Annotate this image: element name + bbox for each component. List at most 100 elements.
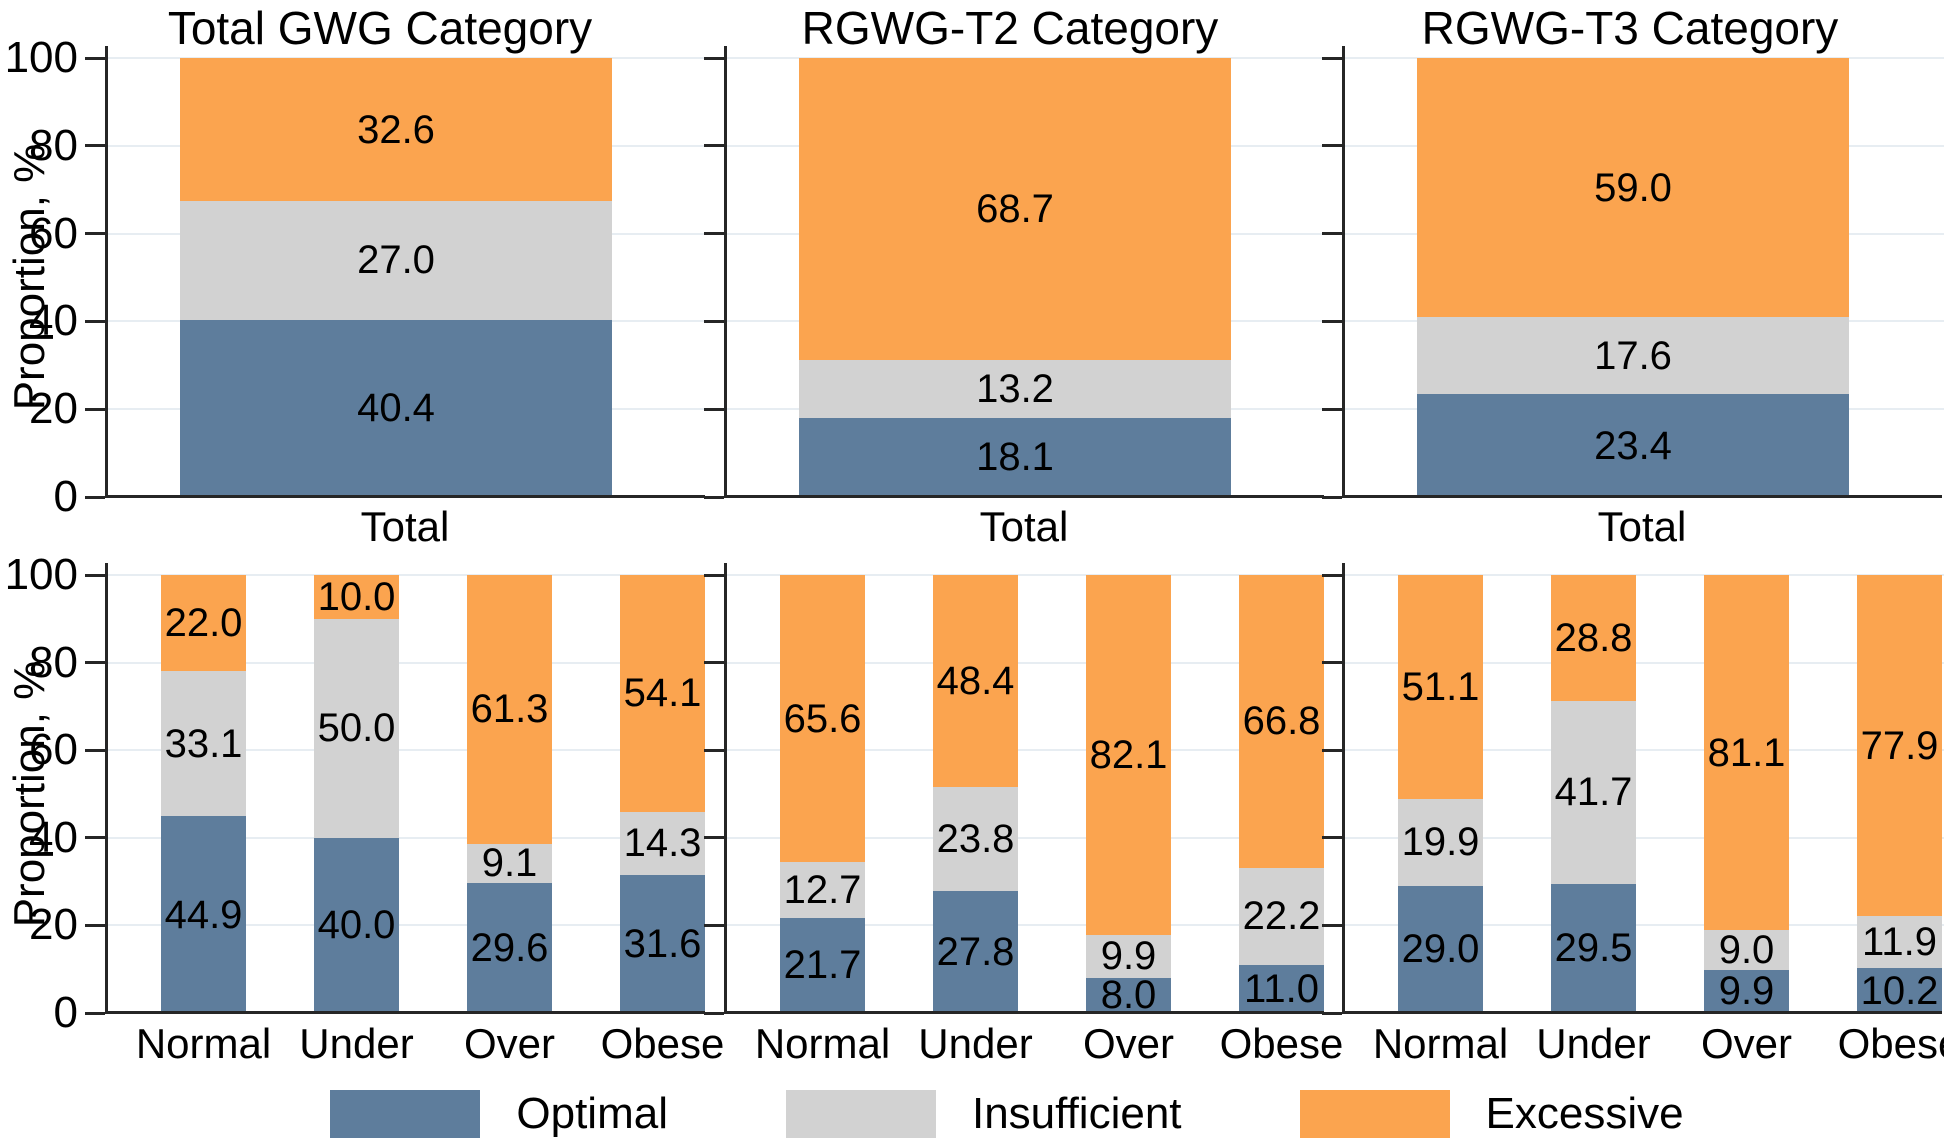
plot-panel-1: 68.7 13.2 18.1 <box>704 46 1330 499</box>
x-category-label: Under <box>299 1020 414 1067</box>
segment-value-label: 28.8 <box>1554 616 1633 661</box>
bar-under: 10.0 50.0 40.0 <box>314 575 399 1013</box>
gridline-100 <box>105 574 711 576</box>
segment-excessive: 59.0 <box>1417 58 1849 318</box>
segment-value-label: 54.1 <box>623 671 702 716</box>
y-tick <box>1322 923 1342 927</box>
x-category-label: Obese <box>1837 1020 1944 1067</box>
segment-value-label: 9.0 <box>1718 927 1775 972</box>
y-axis <box>1342 563 1345 1013</box>
y-tick <box>704 923 724 927</box>
segment-value-label: 23.4 <box>1594 423 1672 468</box>
segment-optimal: 29.5 <box>1551 883 1636 1013</box>
segment-excessive: 77.9 <box>1857 575 1942 917</box>
segment-insufficient: 27.0 <box>180 201 612 320</box>
segment-value-label: 9.9 <box>1100 934 1157 979</box>
gridline-80 <box>724 661 1330 664</box>
segment-value-label: 81.1 <box>1707 730 1786 775</box>
y-tick-label: 100 <box>4 33 78 82</box>
gridline-60 <box>105 749 711 752</box>
segment-insufficient: 13.2 <box>799 359 1231 418</box>
segment-excessive: 48.4 <box>933 575 1018 788</box>
y-tick <box>1322 407 1342 411</box>
segment-insufficient: 11.9 <box>1857 916 1942 969</box>
segment-value-label: 14.3 <box>623 821 702 866</box>
segment-optimal: 9.9 <box>1704 969 1789 1014</box>
y-tick <box>704 407 724 411</box>
y-tick <box>704 573 724 577</box>
y-tick <box>85 573 105 577</box>
y-tick <box>704 144 724 148</box>
y-tick <box>1322 661 1342 665</box>
segment-optimal: 18.1 <box>799 417 1231 497</box>
y-tick <box>1322 495 1342 499</box>
y-tick-label: 40 <box>29 296 78 346</box>
segment-value-label: 13.2 <box>976 366 1054 411</box>
y-tick <box>85 407 105 411</box>
plot-panel-5: 51.1 19.9 29.0 28.8 41.7 29.5 81.1 9.0 9.9 77.9 11… <box>1322 563 1944 1015</box>
gridline-100 <box>724 574 1330 576</box>
segment-value-label: 40.4 <box>357 386 435 431</box>
y-tick <box>704 1011 724 1015</box>
y-tick <box>1322 319 1342 323</box>
segment-value-label: 50.0 <box>317 706 396 751</box>
bar-obese: 77.9 11.9 10.2 <box>1857 575 1942 1013</box>
bar-normal: 22.0 33.1 44.9 <box>161 575 246 1013</box>
bar-under: 28.8 41.7 29.5 <box>1551 575 1636 1013</box>
y-tick <box>704 319 724 323</box>
segment-optimal: 21.7 <box>780 917 865 1013</box>
y-tick <box>85 661 105 665</box>
segment-excessive: 82.1 <box>1086 575 1171 935</box>
plot-panel-2: 59.0 17.6 23.4 <box>1322 46 1944 499</box>
legend-item-insufficient: Insufficient <box>785 1088 1182 1140</box>
segment-insufficient: 9.9 <box>1086 934 1171 979</box>
y-axis <box>724 563 727 1013</box>
segment-insufficient: 23.8 <box>933 787 1018 892</box>
segment-excessive: 61.3 <box>467 575 552 844</box>
y-tick <box>85 319 105 323</box>
segment-value-label: 10.2 <box>1860 968 1939 1013</box>
x-category-label: Under <box>1536 1020 1651 1067</box>
y-tick <box>85 1011 105 1015</box>
segment-excessive: 68.7 <box>799 58 1231 360</box>
legend-item-excessive: Excessive <box>1299 1088 1684 1140</box>
segment-excessive: 10.0 <box>314 575 399 619</box>
plot-panel-4: 65.6 12.7 21.7 48.4 23.8 27.8 82.1 9.9 8.0 66.8 22… <box>704 563 1330 1015</box>
segment-value-label: 9.9 <box>1718 969 1775 1014</box>
gridline-100 <box>724 57 1330 59</box>
x-category-label: Normal <box>1372 1020 1509 1067</box>
y-tick <box>85 923 105 927</box>
bar-total: 59.0 17.6 23.4 <box>1417 58 1849 497</box>
segment-value-label: 41.7 <box>1554 770 1633 815</box>
segment-value-label: 19.9 <box>1401 820 1480 865</box>
segment-excessive: 22.0 <box>161 575 246 672</box>
x-category-label: Obese <box>600 1020 725 1067</box>
gridline-80 <box>105 661 711 664</box>
y-tick-label: 40 <box>29 812 78 862</box>
gridline-60 <box>724 749 1330 752</box>
segment-insufficient: 9.0 <box>1704 927 1789 972</box>
segment-value-label: 18.1 <box>976 435 1054 480</box>
segment-value-label: 11.0 <box>1244 966 1319 1011</box>
y-axis-title-top: Proportion, % <box>5 143 54 411</box>
segment-optimal: 27.8 <box>933 891 1018 1013</box>
y-tick-label: 80 <box>29 637 78 687</box>
segment-value-label: 29.5 <box>1554 926 1633 971</box>
segment-excessive: 66.8 <box>1239 575 1324 868</box>
segment-value-label: 22.2 <box>1242 894 1321 939</box>
y-tick <box>1322 232 1342 236</box>
x-category-label: Total <box>979 503 1069 550</box>
bar-normal: 65.6 12.7 21.7 <box>780 575 865 1013</box>
panel-title-total-gwg: Total GWG Category <box>167 2 593 54</box>
y-tick-label: 80 <box>29 120 78 170</box>
x-axis <box>1342 495 1942 498</box>
y-tick <box>704 56 724 60</box>
y-tick <box>85 144 105 148</box>
segment-optimal: 11.0 <box>1239 964 1324 1013</box>
plot-panel-0: 32.6 27.0 40.4 <box>85 46 711 499</box>
y-tick <box>704 232 724 236</box>
segment-value-label: 77.9 <box>1860 723 1939 768</box>
y-tick <box>704 836 724 840</box>
segment-optimal: 29.6 <box>467 883 552 1013</box>
segment-value-label: 65.6 <box>783 696 862 741</box>
